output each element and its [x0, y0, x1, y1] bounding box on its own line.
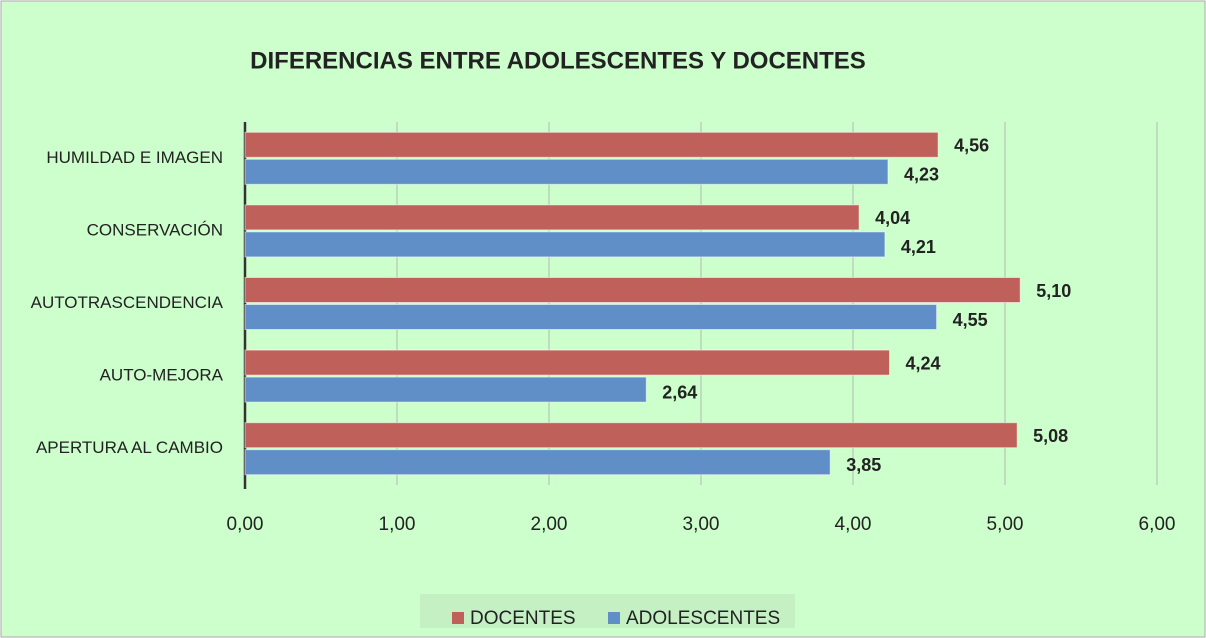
y-tick-label: CONSERVACIÓN	[87, 220, 223, 239]
x-tick-label: 2,00	[531, 514, 568, 535]
y-tick-label: AUTOTRASCENDENCIA	[31, 293, 224, 312]
bar	[244, 158, 889, 185]
bar	[244, 131, 939, 158]
legend-swatch	[452, 612, 464, 624]
bar	[244, 231, 886, 258]
bar	[244, 277, 1021, 303]
y-tick-label: APERTURA AL CAMBIO	[36, 438, 223, 457]
data-label: 3,85	[846, 455, 881, 475]
data-label: 5,10	[1036, 281, 1071, 301]
data-label: 2,64	[662, 382, 697, 402]
x-tick-label: 1,00	[379, 514, 416, 535]
bar	[244, 204, 860, 231]
x-tick-label: 4,00	[835, 514, 872, 535]
bar	[244, 422, 1018, 449]
x-tick-label: 0,00	[227, 514, 264, 535]
chart-title: DIFERENCIAS ENTRE ADOLESCENTES Y DOCENTE…	[250, 47, 866, 74]
x-tick-label: 6,00	[1139, 514, 1176, 535]
data-label: 4,21	[901, 237, 936, 257]
legend-swatch	[608, 612, 620, 624]
data-label: 4,23	[904, 165, 939, 185]
x-tick-label: 5,00	[987, 514, 1024, 535]
legend-label: ADOLESCENTES	[626, 608, 780, 629]
data-label: 4,24	[905, 353, 940, 373]
legend-box	[420, 594, 795, 628]
bar	[244, 349, 890, 376]
bar	[244, 304, 938, 330]
data-label: 5,08	[1033, 426, 1068, 446]
data-label: 4,04	[875, 208, 910, 228]
x-tick-label: 3,00	[683, 514, 720, 535]
data-label: 4,56	[954, 136, 989, 156]
bar	[244, 376, 647, 403]
legend-label: DOCENTES	[470, 608, 576, 629]
y-tick-label: HUMILDAD E IMAGEN	[46, 148, 223, 167]
bar	[244, 449, 831, 476]
y-tick-label: AUTO-MEJORA	[100, 366, 224, 385]
data-label: 4,55	[953, 310, 988, 330]
